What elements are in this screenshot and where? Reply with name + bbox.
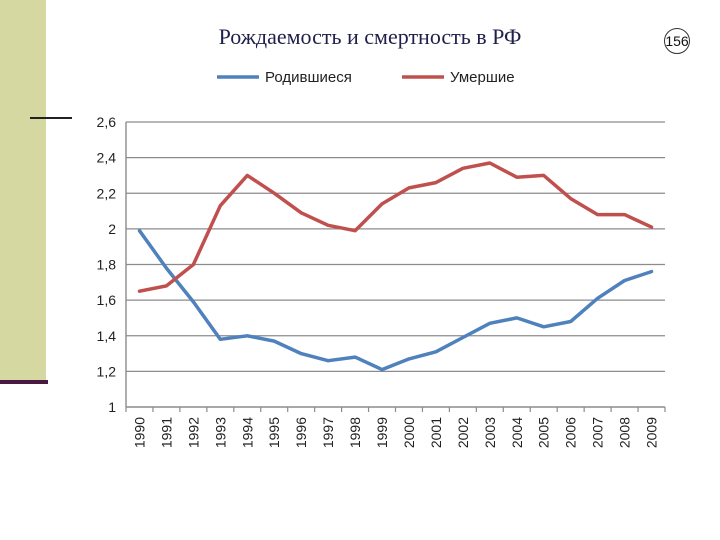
x-tick-label: 1995 xyxy=(266,417,282,448)
side-decor-rule xyxy=(0,380,48,384)
y-tick-label: 2 xyxy=(108,221,116,237)
y-tick-label: 1,6 xyxy=(97,292,117,308)
y-tick-label: 1,4 xyxy=(97,328,117,344)
y-tick-label: 1 xyxy=(108,399,116,415)
x-tick-label: 1994 xyxy=(239,417,255,448)
x-tick-label: 2003 xyxy=(482,417,498,448)
x-tick-label: 1993 xyxy=(212,417,228,448)
x-tick-label: 1996 xyxy=(293,417,309,448)
x-tick-label: 1998 xyxy=(347,417,363,448)
y-tick-label: 2,4 xyxy=(97,150,117,166)
side-decor-panel xyxy=(0,0,48,383)
series-line-deaths xyxy=(137,161,654,293)
x-tick-label: 1992 xyxy=(185,417,201,448)
x-tick-label: 2005 xyxy=(536,417,552,448)
x-tick-label: 2009 xyxy=(644,417,660,448)
x-tick-label: 1999 xyxy=(374,417,390,448)
legend-label: Умершие xyxy=(450,69,515,86)
slide-title: Рождаемость и смертность в РФ xyxy=(218,24,522,49)
y-tick-label: 2,6 xyxy=(97,114,117,130)
x-tick-label: 2002 xyxy=(455,417,471,448)
x-tick-label: 2001 xyxy=(428,417,444,448)
chart-area: 1 1,2 1,4 1,6 1,8 2 2,2 2,4 2,6 1990 1991 1992 1993 1… xyxy=(72,58,684,482)
x-tick-label: 2008 xyxy=(617,417,633,448)
x-tick-label: 1990 xyxy=(131,417,147,448)
side-decor-line xyxy=(30,117,72,119)
y-tick-label: 1,8 xyxy=(97,257,117,273)
y-tick-label: 2,2 xyxy=(97,185,117,201)
legend-label: Родившиеся xyxy=(265,69,352,86)
series-line-births xyxy=(137,228,654,372)
x-tick-label: 2006 xyxy=(563,417,579,448)
line-chart: 1 1,2 1,4 1,6 1,8 2 2,2 2,4 2,6 1990 1991 1992 1993 1… xyxy=(97,69,666,448)
x-tick-label: 2000 xyxy=(401,417,417,448)
x-tick-label: 2004 xyxy=(509,417,525,448)
x-tick-label: 1997 xyxy=(320,417,336,448)
x-tick-label: 1991 xyxy=(158,417,174,448)
x-tick-label: 2007 xyxy=(590,417,606,448)
y-tick-label: 1,2 xyxy=(97,363,117,379)
page-number-badge: 156 xyxy=(664,28,690,54)
